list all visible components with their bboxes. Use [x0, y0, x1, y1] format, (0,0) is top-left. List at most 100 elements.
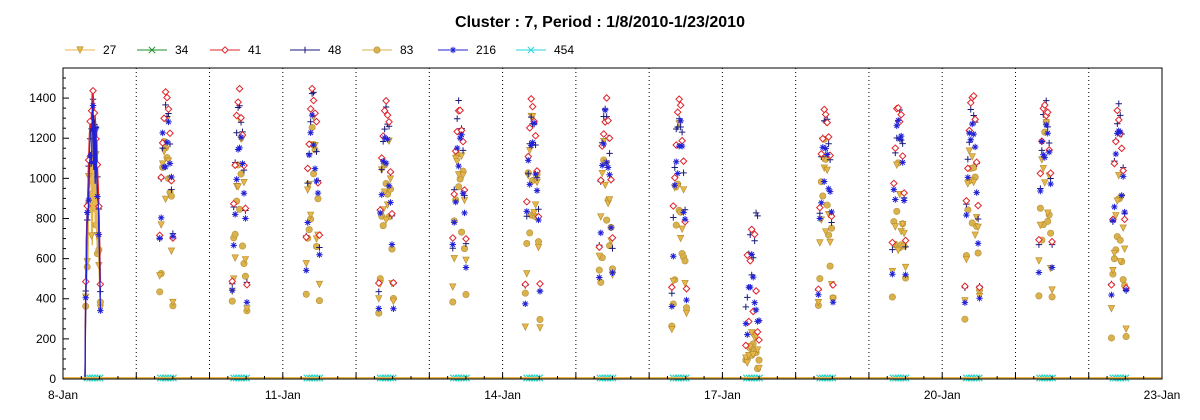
series-point-41 [750, 230, 759, 239]
series-point-216 [230, 242, 237, 249]
series-point-27 [1122, 325, 1130, 333]
series-point-48 [162, 101, 169, 109]
series-point-27 [1112, 212, 1120, 220]
series-point-216 [1047, 180, 1054, 188]
series-point-27 [968, 153, 976, 161]
series-point-216 [311, 165, 319, 172]
series-point-216 [1108, 291, 1115, 299]
series-point-27 [678, 225, 686, 233]
series-point-27 [962, 256, 971, 264]
series-point-27 [453, 158, 461, 166]
series-point-216 [462, 264, 470, 271]
series-point-27 [755, 364, 763, 373]
series-point-216 [239, 160, 246, 167]
series-point-83 [888, 293, 896, 301]
series-point-216 [747, 283, 754, 291]
series-point-41 [242, 280, 251, 289]
series-point-41 [817, 150, 826, 158]
series-point-27 [526, 146, 534, 155]
series-point-216 [314, 189, 322, 197]
series-point-216 [815, 291, 822, 298]
series-point-83 [313, 242, 321, 250]
series-point-27 [1036, 221, 1045, 230]
series-point-216 [237, 134, 245, 141]
series-point-48 [1115, 100, 1122, 107]
x-tick-label: 20-Jan [924, 388, 961, 402]
series-point-216 [304, 219, 311, 226]
series-point-216 [313, 177, 320, 185]
series-point-27 [1115, 172, 1123, 180]
series-point-27 [601, 181, 609, 190]
legend-marker [221, 46, 229, 54]
series-point-216 [385, 182, 393, 189]
series-point-27 [1107, 305, 1116, 313]
series-point-27 [531, 201, 540, 209]
chart-title: Cluster : 7, Period : 1/8/2010-1/23/2010 [455, 14, 745, 31]
series-point-216 [95, 231, 103, 238]
y-axis: 0 200 400 600 800 1000 1200 1400 [29, 67, 69, 386]
series-point-27 [893, 161, 901, 170]
series-point-48 [527, 113, 535, 121]
y-tick-label: 0 [49, 372, 56, 386]
series-point-48 [678, 128, 686, 136]
series-point-41 [605, 134, 614, 143]
series-point-27 [1048, 286, 1056, 294]
series-point-27 [1119, 224, 1127, 232]
series-point-83 [305, 226, 313, 234]
series-point-41 [234, 98, 243, 107]
series-point-216 [536, 288, 544, 295]
series-point-216 [1121, 208, 1128, 216]
series-point-216 [455, 162, 462, 170]
series-point-41 [755, 336, 763, 344]
series-point-27 [970, 178, 978, 187]
series-point-216 [1112, 150, 1120, 158]
series-point-41 [385, 117, 393, 126]
series-point-41 [389, 278, 398, 287]
series-point-216 [456, 134, 464, 142]
legend-item-41: 41 [210, 43, 262, 57]
series-point-41 [744, 317, 753, 326]
series-point-83 [315, 297, 323, 305]
series-point-216 [1044, 130, 1051, 137]
series-point-27 [681, 280, 689, 288]
series-point-41 [528, 102, 537, 111]
series-point-27 [901, 263, 910, 272]
legend-marker [76, 46, 84, 54]
series-point-27 [972, 214, 981, 222]
series-point-48 [828, 219, 835, 226]
series-point-48 [889, 246, 896, 253]
series-point-41 [1036, 169, 1045, 178]
series-point-216 [387, 199, 394, 206]
y-tick-label: 1200 [29, 131, 56, 145]
series-point-216 [816, 215, 824, 222]
legend-label: 216 [476, 43, 496, 57]
series-point-216 [1111, 203, 1118, 211]
series-point-48 [168, 186, 175, 193]
series-point-41 [673, 108, 682, 117]
series-point-27 [1039, 165, 1047, 173]
series-point-27 [449, 283, 457, 291]
series-point-27 [523, 270, 531, 278]
series-point-216 [156, 234, 163, 242]
series-point-216 [828, 208, 835, 216]
series-point-83 [237, 170, 245, 178]
series-point-83 [458, 228, 466, 236]
series-point-216 [379, 158, 387, 165]
series-point-27 [900, 229, 908, 238]
series-point-216 [970, 130, 977, 138]
series-point-216 [83, 209, 91, 216]
series-point-27 [167, 247, 176, 255]
series-point-216 [377, 209, 384, 217]
series-point-216 [749, 273, 757, 281]
series-point-216 [603, 159, 610, 166]
series-point-27 [315, 280, 324, 289]
series-point-41 [823, 118, 832, 127]
y-tick-label: 400 [36, 292, 56, 306]
series-point-41 [525, 124, 534, 132]
series-point-41 [596, 176, 605, 185]
series-point-83 [231, 230, 239, 238]
series-point-27 [748, 329, 756, 337]
series-point-216 [168, 173, 175, 181]
series-point-27 [816, 239, 824, 247]
series-point-216 [236, 144, 243, 152]
